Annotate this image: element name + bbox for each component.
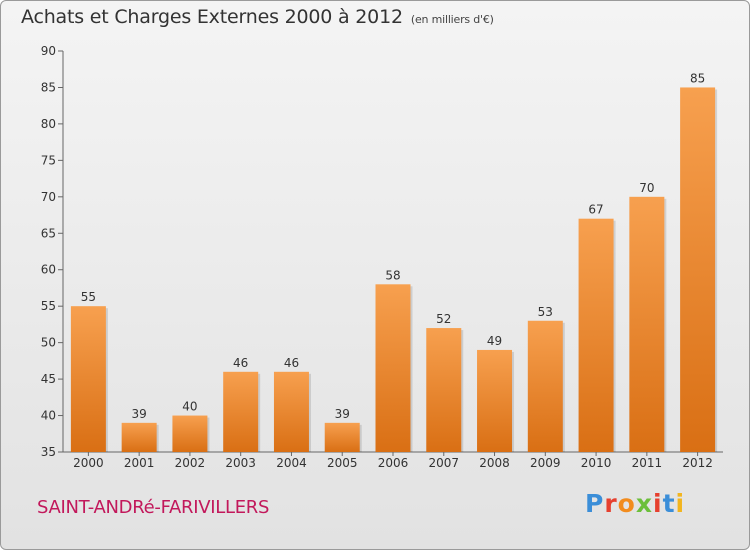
- data-label: 39: [132, 407, 147, 421]
- x-tick-label: 2010: [581, 456, 612, 470]
- x-tick-label: 2001: [124, 456, 155, 470]
- chart-subtitle: (en milliers d'€): [410, 13, 494, 26]
- y-tick-label: 75: [41, 153, 56, 167]
- bar: [527, 320, 563, 452]
- data-label: 55: [81, 290, 96, 304]
- data-label: 85: [690, 71, 705, 85]
- y-tick-label: 80: [41, 117, 56, 131]
- bar: [629, 196, 665, 452]
- logo-letter: r: [604, 489, 618, 518]
- y-tick-label: 90: [41, 44, 56, 58]
- logo-letter: i: [653, 489, 663, 518]
- y-tick-label: 60: [41, 263, 56, 277]
- x-tick-label: 2009: [530, 456, 561, 470]
- logo-letter: o: [617, 489, 636, 518]
- bar: [223, 371, 259, 452]
- bar: [680, 87, 716, 453]
- y-tick-label: 65: [41, 226, 56, 240]
- logo-letter: i: [675, 489, 686, 518]
- value-labels: 55 39 40 46 46 39 58 52 49 53 67 70 85: [81, 71, 706, 420]
- x-tick-label: 2008: [479, 456, 510, 470]
- x-tick-label: 2011: [632, 456, 663, 470]
- logo-letter: t: [662, 489, 676, 518]
- x-tick-label: 2005: [327, 456, 358, 470]
- bar: [273, 371, 309, 452]
- bar: [477, 349, 513, 452]
- y-tick-label: 40: [41, 409, 56, 423]
- logo-letter: x: [635, 489, 653, 518]
- chart-title-text: Achats et Charges Externes 2000 à 2012: [21, 6, 403, 28]
- data-label: 58: [385, 268, 400, 282]
- y-tick-label: 50: [41, 336, 56, 350]
- data-label: 49: [487, 334, 502, 348]
- x-tick-label: 2007: [428, 456, 459, 470]
- x-tick-label: 2012: [682, 456, 713, 470]
- y-tick-label: 35: [41, 445, 56, 459]
- y-tick-label: 70: [41, 190, 56, 204]
- x-tick-label: 2002: [175, 456, 206, 470]
- data-label: 67: [588, 203, 603, 217]
- proxiti-logo: Proxiti: [585, 489, 685, 518]
- bar: [121, 422, 157, 452]
- bar: [172, 415, 208, 452]
- bars: [70, 87, 718, 453]
- data-label: 70: [639, 181, 654, 195]
- data-label: 40: [182, 400, 197, 414]
- chart-title: Achats et Charges Externes 2000 à 2012 (e…: [21, 6, 494, 28]
- data-label: 46: [233, 356, 248, 370]
- data-label: 53: [538, 305, 553, 319]
- x-tick-label: 2000: [73, 456, 104, 470]
- y-tick-label: 45: [41, 372, 56, 386]
- bar: [324, 422, 360, 452]
- bar: [426, 328, 462, 452]
- data-label: 39: [335, 407, 350, 421]
- y-tick-label: 85: [41, 80, 56, 94]
- data-label: 52: [436, 312, 451, 326]
- data-label: 46: [284, 356, 299, 370]
- bar: [578, 218, 614, 452]
- x-tick-label: 2003: [225, 456, 256, 470]
- commune-name: SAINT-ANDRé-FARIVILLERS: [37, 497, 270, 518]
- logo-letter: P: [585, 489, 605, 518]
- x-tick-label: 2006: [378, 456, 409, 470]
- x-tick-label: 2004: [276, 456, 307, 470]
- bar: [70, 306, 106, 452]
- y-tick-label: 55: [41, 299, 56, 313]
- bar: [375, 284, 411, 452]
